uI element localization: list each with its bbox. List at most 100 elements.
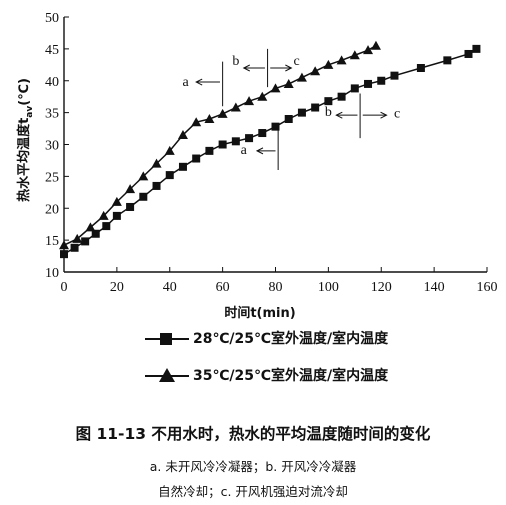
data-point-square bbox=[218, 140, 227, 149]
data-point-square bbox=[311, 103, 320, 112]
data-point-square bbox=[472, 44, 481, 53]
y-axis-label: 热水平均温度tav(℃) bbox=[16, 78, 35, 202]
data-point-square bbox=[337, 92, 346, 101]
data-point-triangle bbox=[111, 196, 122, 206]
x-axis-label: 时间t(min) bbox=[224, 305, 295, 321]
y-tick-label: 10 bbox=[45, 266, 59, 281]
x-tick-label: 40 bbox=[163, 280, 177, 295]
figure-note-line-1: a. 未开风冷冷凝器；b. 开风冷冷凝器 bbox=[149, 459, 357, 474]
data-point-square bbox=[258, 129, 267, 138]
legend-label-series-1: 28℃/25℃室外温度/室内温度 bbox=[193, 331, 389, 347]
chart: 0 20 40 60 80 100 120 140 160101520253035404550 … bbox=[16, 11, 498, 321]
data-point-triangle bbox=[257, 91, 268, 101]
arrow-upper-b-head bbox=[242, 64, 250, 72]
series-lines bbox=[63, 45, 477, 255]
annotation-label-a: a bbox=[241, 143, 248, 158]
data-point-triangle bbox=[164, 145, 175, 155]
x-tick-label: 0 bbox=[61, 280, 68, 295]
data-point-square bbox=[60, 250, 68, 259]
y-axis-label-unit: (℃) bbox=[17, 78, 32, 106]
legend-item-series-1: 28℃/25℃室外温度/室内温度 bbox=[145, 328, 388, 348]
legend-square-marker-icon bbox=[145, 332, 189, 346]
data-point-triangle bbox=[138, 171, 149, 181]
data-point-triangle bbox=[217, 108, 228, 118]
markers bbox=[59, 40, 481, 259]
data-point-triangle bbox=[177, 129, 188, 139]
y-tick-label: 45 bbox=[45, 43, 59, 58]
legend-label-series-2: 35℃/25℃室外温度/室内温度 bbox=[193, 368, 389, 384]
data-point-square bbox=[139, 192, 148, 201]
data-point-square bbox=[464, 49, 473, 58]
annotation-label-b: b bbox=[325, 105, 332, 120]
y-axis-label-main: 热水平均温度t bbox=[16, 118, 32, 202]
x-tick-label: 160 bbox=[477, 280, 498, 295]
ticks: 0 20 40 60 80 100 120 140 160 10 15 20 25 30 35 40 45 50 bbox=[45, 11, 498, 295]
y-tick-label: 30 bbox=[45, 139, 59, 154]
data-point-square bbox=[91, 229, 100, 238]
data-point-triangle bbox=[283, 78, 294, 88]
data-point-square bbox=[416, 64, 425, 72]
figure-note-line-2: 自然冷却；c. 开风机强迫对流冷却 bbox=[158, 484, 348, 499]
data-point-triangle bbox=[336, 55, 347, 65]
data-point-square bbox=[70, 243, 79, 252]
data-point-square bbox=[178, 162, 187, 171]
x-tick-label: 140 bbox=[424, 280, 445, 295]
data-point-triangle bbox=[296, 72, 307, 82]
data-point-triangle bbox=[59, 240, 69, 250]
data-point-square bbox=[350, 84, 359, 93]
y-tick-label: 15 bbox=[45, 234, 59, 249]
arrow-lower-a-head bbox=[255, 147, 264, 155]
y-tick-label: 40 bbox=[45, 75, 59, 90]
data-point-triangle bbox=[270, 83, 281, 93]
data-point-triangle bbox=[125, 184, 136, 194]
data-point-triangle bbox=[72, 233, 83, 243]
data-point-square bbox=[112, 211, 121, 220]
data-point-square bbox=[364, 79, 373, 88]
data-point-square bbox=[165, 171, 174, 180]
x-tick-label: 120 bbox=[371, 280, 392, 295]
y-axis-label-sub: av bbox=[25, 106, 35, 118]
arrow-upper-c-head bbox=[285, 64, 293, 72]
data-point-square bbox=[245, 134, 254, 143]
data-point-square bbox=[192, 154, 201, 163]
data-point-triangle bbox=[151, 158, 162, 168]
annotation-label-b: b bbox=[232, 54, 239, 69]
data-point-triangle bbox=[191, 117, 202, 127]
series-line-1 bbox=[63, 48, 477, 255]
axes bbox=[63, 17, 487, 273]
data-point-square bbox=[297, 108, 306, 117]
annotation-label-c: c bbox=[294, 54, 300, 69]
data-point-square bbox=[102, 222, 111, 231]
data-point-square bbox=[443, 56, 452, 65]
x-tick-label: 100 bbox=[318, 280, 339, 295]
data-point-triangle bbox=[244, 96, 255, 106]
data-point-square bbox=[205, 146, 214, 155]
x-tick-label: 60 bbox=[216, 280, 230, 295]
arrow-lower-c-head bbox=[380, 111, 388, 119]
legend-triangle-marker-icon bbox=[145, 368, 189, 383]
x-tick-label: 20 bbox=[110, 280, 124, 295]
data-point-triangle bbox=[98, 210, 109, 220]
y-tick-label: 50 bbox=[45, 11, 59, 26]
data-point-triangle bbox=[323, 59, 334, 69]
arrow-upper-a-head bbox=[195, 78, 203, 86]
data-point-square bbox=[231, 137, 240, 146]
y-tick-label: 20 bbox=[45, 202, 59, 217]
data-point-triangle bbox=[310, 66, 321, 76]
data-point-triangle bbox=[363, 45, 374, 55]
annotations: a b c a b c bbox=[183, 48, 400, 170]
data-point-square bbox=[390, 71, 399, 80]
data-point-square bbox=[126, 202, 135, 211]
arrow-lower-b-head bbox=[335, 111, 343, 119]
legend-item-series-2: 35℃/25℃室外温度/室内温度 bbox=[145, 365, 388, 385]
data-point-square bbox=[271, 122, 280, 131]
data-point-triangle bbox=[349, 50, 360, 60]
y-tick-label: 25 bbox=[45, 170, 59, 185]
annotation-label-a: a bbox=[183, 75, 190, 90]
data-point-triangle bbox=[204, 114, 215, 123]
annotation-label-c: c bbox=[394, 107, 400, 122]
y-tick-label: 35 bbox=[45, 107, 59, 122]
data-point-square bbox=[81, 237, 90, 246]
data-point-square bbox=[284, 115, 293, 123]
data-point-triangle bbox=[85, 222, 96, 232]
